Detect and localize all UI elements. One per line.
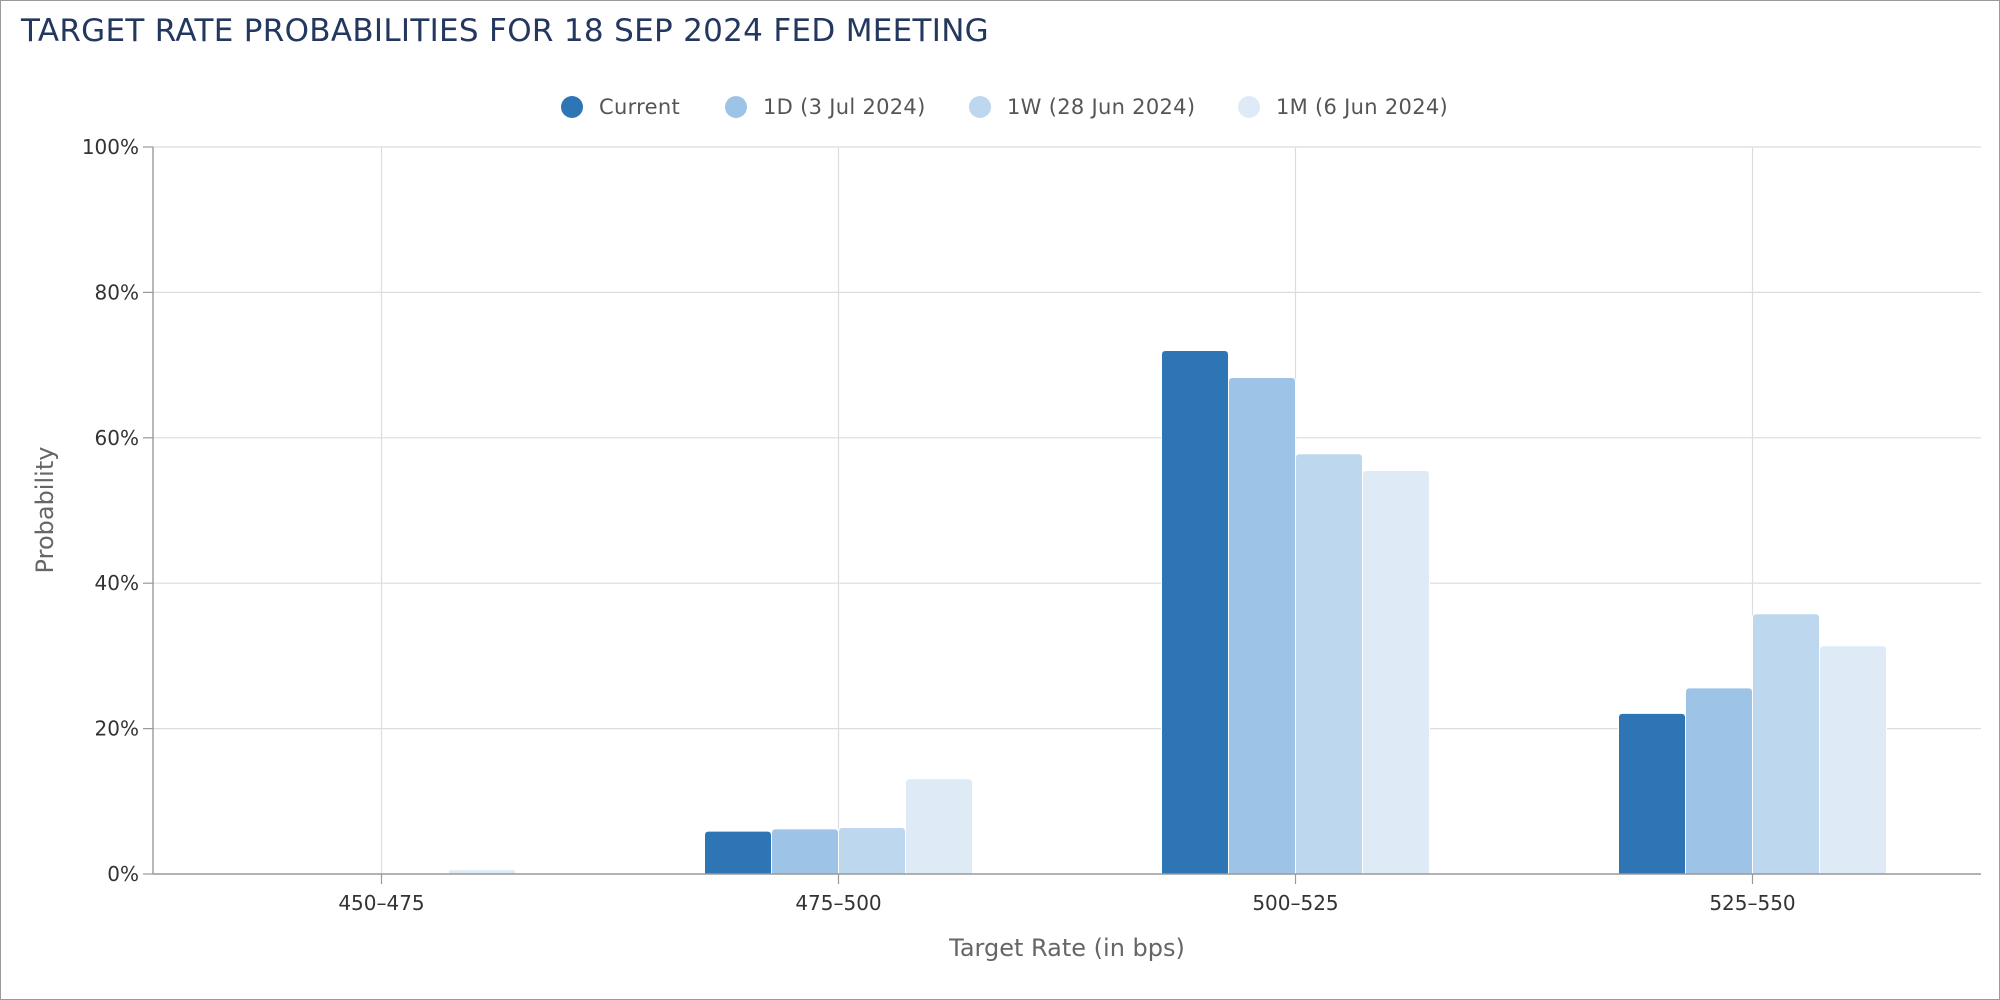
bar-series-0-cat-1[interactable] — [704, 830, 772, 875]
legend-label-1d: 1D (3 Jul 2024) — [763, 95, 926, 119]
legend-label-1m: 1M (6 Jun 2024) — [1276, 95, 1449, 119]
bar-series-0-cat-3[interactable] — [1618, 712, 1686, 875]
x-tick-label: 450–475 — [338, 891, 424, 915]
bar-series-3-cat-2[interactable] — [1362, 470, 1430, 875]
chart-title: TARGET RATE PROBABILITIES FOR 18 SEP 202… — [21, 13, 989, 49]
legend-item-1d[interactable]: 1D (3 Jul 2024) — [725, 91, 926, 123]
axes-layer — [143, 146, 1981, 884]
legend-swatch-1m — [1238, 96, 1260, 118]
y-tick-label: 100% — [82, 135, 139, 159]
legend-swatch-1w — [969, 96, 991, 118]
legend-swatch-current — [561, 96, 583, 118]
bar-series-2-cat-2[interactable] — [1295, 453, 1363, 875]
bar-series-3-cat-0[interactable] — [448, 869, 516, 875]
x-tick-label: 525–550 — [1709, 891, 1795, 915]
bar-series-1-cat-1[interactable] — [771, 828, 839, 875]
bars-layer — [448, 350, 1887, 875]
x-axis-title: Target Rate (in bps) — [948, 934, 1185, 962]
bar-series-2-cat-3[interactable] — [1752, 613, 1820, 875]
y-axis-title: Probability — [31, 447, 59, 574]
x-tick-label: 475–500 — [795, 891, 881, 915]
legend-item-current[interactable]: Current — [561, 91, 680, 123]
y-tick-label: 80% — [95, 280, 139, 304]
bar-series-3-cat-3[interactable] — [1819, 645, 1887, 875]
bar-series-3-cat-1[interactable] — [905, 778, 973, 875]
legend-label-current: Current — [599, 95, 680, 119]
bar-series-0-cat-2[interactable] — [1161, 350, 1229, 875]
y-tick-label: 0% — [107, 862, 139, 886]
y-tick-label: 20% — [95, 717, 139, 741]
y-tick-label: 60% — [95, 426, 139, 450]
y-tick-label: 40% — [95, 571, 139, 595]
legend: Current 1D (3 Jul 2024) 1W (28 Jun 2024)… — [1, 91, 2000, 123]
legend-item-1m[interactable]: 1M (6 Jun 2024) — [1238, 91, 1448, 123]
legend-item-1w[interactable]: 1W (28 Jun 2024) — [969, 91, 1195, 123]
x-tick-label: 500–525 — [1252, 891, 1338, 915]
bar-series-1-cat-3[interactable] — [1685, 687, 1753, 875]
legend-label-1w: 1W (28 Jun 2024) — [1007, 95, 1196, 119]
labels-layer: 0% 20% 40% 60% 80% 100% 450–475 475–500 500–525 5… — [31, 135, 1796, 962]
bar-series-2-cat-1[interactable] — [838, 826, 906, 875]
legend-swatch-1d — [725, 96, 747, 118]
bar-series-1-cat-2[interactable] — [1228, 376, 1296, 875]
